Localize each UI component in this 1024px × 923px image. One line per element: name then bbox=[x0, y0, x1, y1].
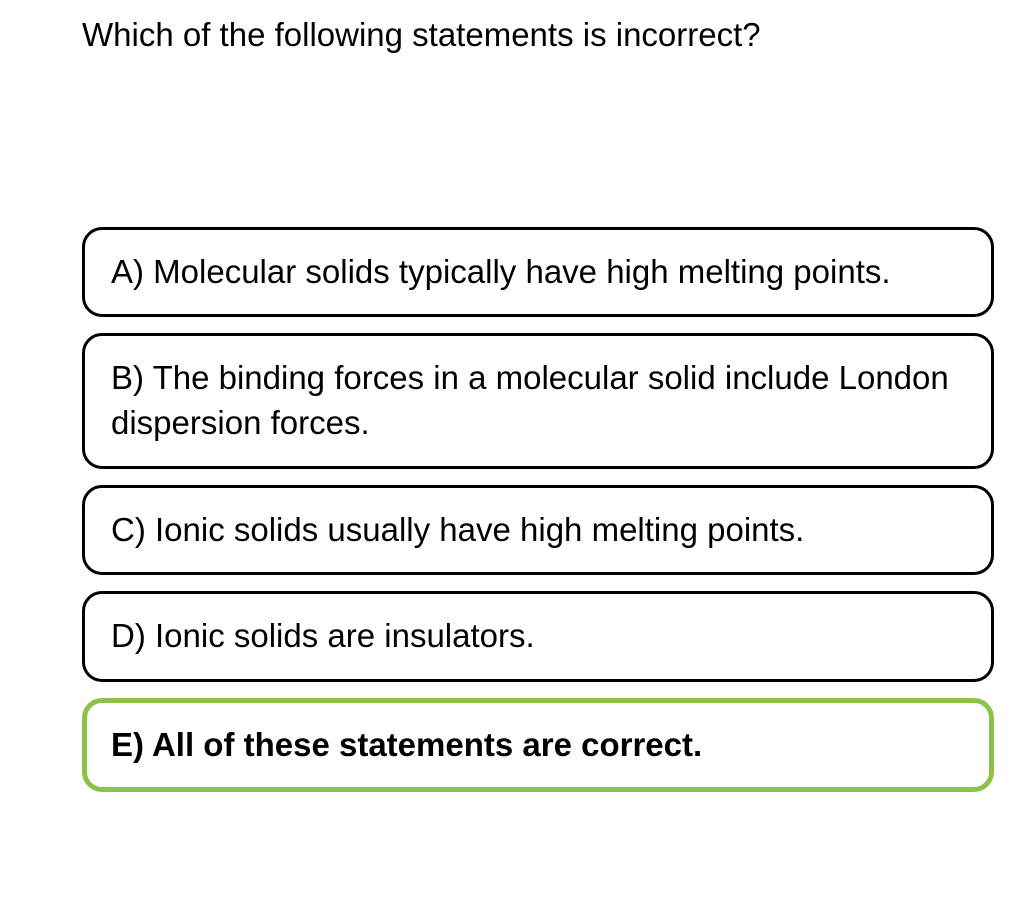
option-c[interactable]: C) Ionic solids usually have high meltin… bbox=[82, 485, 994, 576]
quiz-container: Which of the following statements is inc… bbox=[0, 0, 1024, 792]
option-d[interactable]: D) Ionic solids are insulators. bbox=[82, 591, 994, 682]
options-list: A) Molecular solids typically have high … bbox=[82, 227, 994, 792]
option-e[interactable]: E) All of these statements are correct. bbox=[82, 698, 994, 793]
option-a[interactable]: A) Molecular solids typically have high … bbox=[82, 227, 994, 318]
question-text: Which of the following statements is inc… bbox=[82, 14, 994, 57]
option-b[interactable]: B) The binding forces in a molecular sol… bbox=[82, 333, 994, 468]
